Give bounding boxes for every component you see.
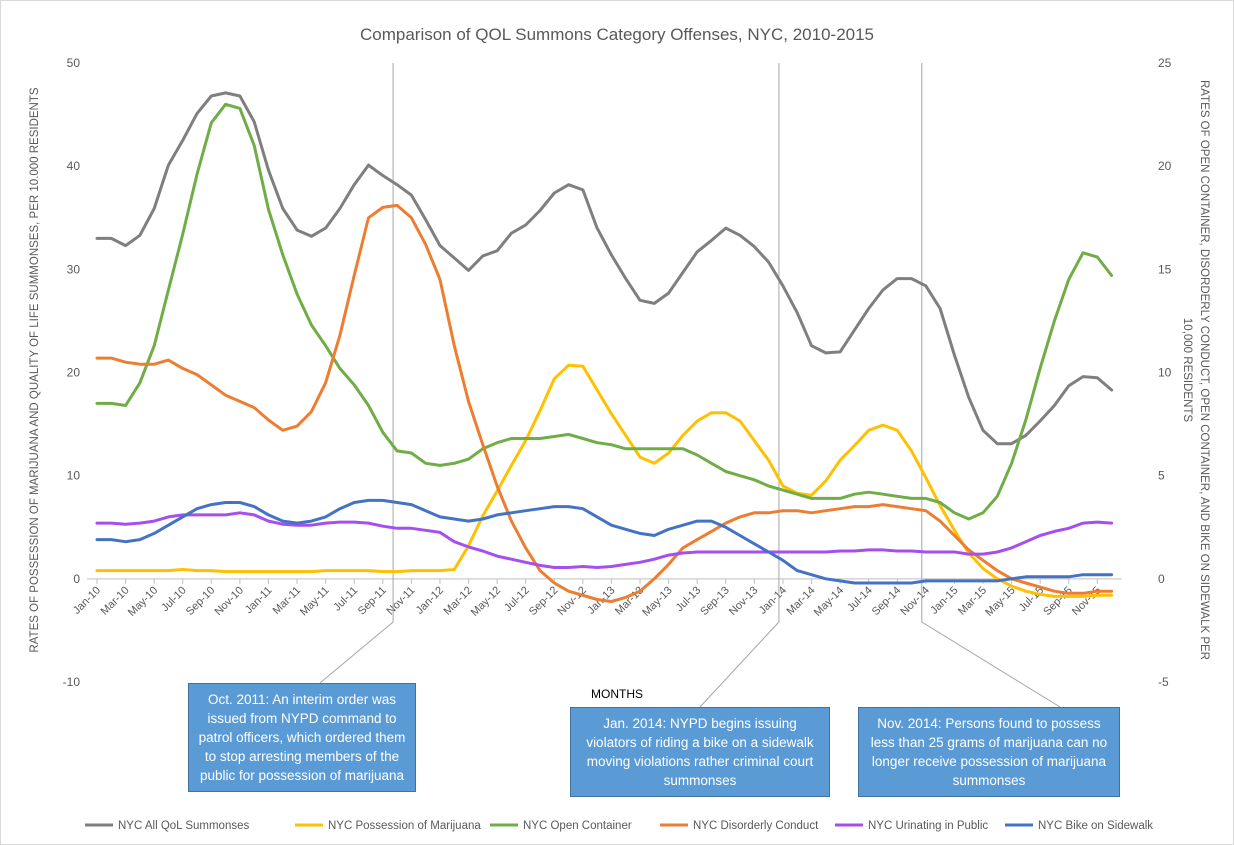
y-tick-label: 0 <box>73 572 80 586</box>
legend-label: NYC Open Container <box>523 820 632 832</box>
y2-tick-label: 10 <box>1158 366 1172 380</box>
y-tick-label: 30 <box>67 262 81 276</box>
series-line <box>95 498 1114 585</box>
y2-axis-title: RATES OF OPEN CONTAINER, DISORDERLY COND… <box>1198 80 1210 660</box>
legend-label: NYC Urinating in Public <box>868 820 988 832</box>
legend-label: NYC Bike on Sidewalk <box>1038 820 1153 832</box>
y-tick-label: 40 <box>67 159 81 173</box>
legend-label: NYC Possession of Marijuana <box>328 820 481 832</box>
series-line <box>95 203 1114 603</box>
legend-label: NYC All QoL Summonses <box>118 820 249 832</box>
chart-title: Comparison of QOL Summons Category Offen… <box>360 25 874 44</box>
series-line <box>95 102 1114 521</box>
y2-tick-label: 0 <box>1158 572 1165 586</box>
x-axis-title: MONTHS <box>591 687 643 701</box>
y-axis-title: RATES OF POSSESSION OF MARIJUANA AND QUA… <box>29 87 41 652</box>
y2-tick-label: 20 <box>1158 159 1172 173</box>
annotation: Nov. 2014: Persons found to possess less… <box>858 707 1120 797</box>
leader-line <box>921 63 1061 708</box>
y-tick-label: 20 <box>67 366 81 380</box>
series-line <box>95 511 1114 569</box>
leader-line <box>319 63 394 684</box>
annotation: Oct. 2011: An interim order was issued f… <box>188 683 416 792</box>
y2-tick-label: -5 <box>1158 675 1169 689</box>
y2-tick-label: 5 <box>1158 469 1165 483</box>
y2-tick-label: 15 <box>1158 262 1172 276</box>
y2-tick-label: 25 <box>1158 56 1172 70</box>
y-tick-label: 10 <box>67 469 81 483</box>
leader-line <box>699 63 780 708</box>
y-tick-label: -10 <box>63 675 81 689</box>
series-line <box>95 91 1114 446</box>
legend-label: NYC Disorderly Conduct <box>693 820 819 832</box>
y2-axis-title: 10,000 RESIDENTS <box>1181 318 1193 423</box>
annotation: Jan. 2014: NYPD begins issuing violators… <box>570 707 830 797</box>
y-tick-label: 50 <box>67 56 81 70</box>
series-line <box>95 363 1114 598</box>
